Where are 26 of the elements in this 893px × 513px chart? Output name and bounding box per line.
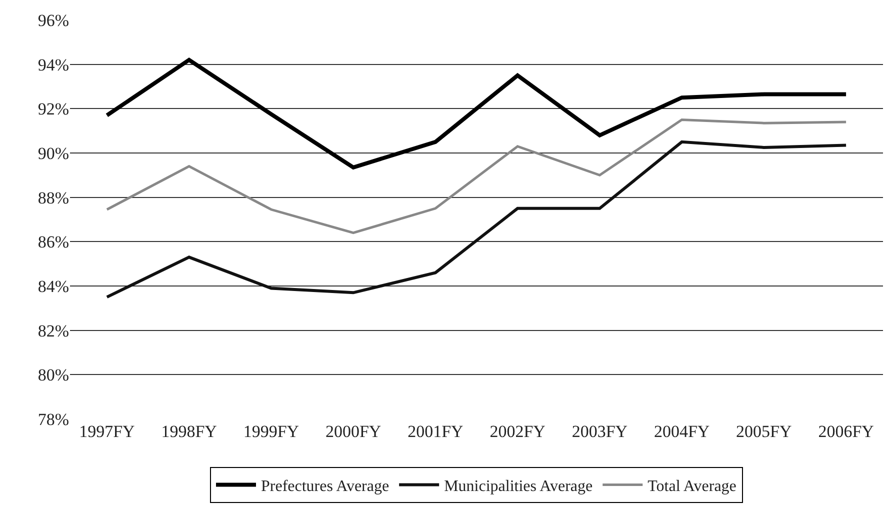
x-tick-label: 2003FY xyxy=(572,422,628,441)
x-tick-label: 2006FY xyxy=(818,422,874,441)
line-series xyxy=(106,118,848,234)
legend-label: Prefectures Average xyxy=(261,478,390,496)
y-tick-label: 82% xyxy=(38,321,69,340)
y-tick-label: 92% xyxy=(38,100,69,119)
x-tick-label: 1998FY xyxy=(161,422,217,441)
y-tick-label: 94% xyxy=(38,55,69,74)
x-tick-label: 2005FY xyxy=(736,422,792,441)
x-tick-label: 2004FY xyxy=(654,422,710,441)
y-tick-label: 96% xyxy=(38,10,69,30)
y-tick-label: 78% xyxy=(38,410,69,429)
y-tick-label: 86% xyxy=(38,232,69,252)
x-tick-label: 1997FY xyxy=(79,422,135,441)
y-tick-label: 84% xyxy=(38,276,69,296)
x-tick-label: 2002FY xyxy=(490,422,546,441)
x-tick-label: 1999FY xyxy=(243,422,300,441)
line-series xyxy=(104,58,848,170)
y-tick-label: 90% xyxy=(38,144,69,163)
y-tick-label: 80% xyxy=(38,366,69,385)
legend-label: Municipalities Average xyxy=(444,478,593,496)
line-series xyxy=(105,140,848,299)
x-tick-label: 2000FY xyxy=(325,422,382,441)
x-tick-label: 2001FY xyxy=(408,422,464,441)
y-tick-label: 88% xyxy=(38,188,69,208)
legend-label: Total Average xyxy=(648,478,736,496)
